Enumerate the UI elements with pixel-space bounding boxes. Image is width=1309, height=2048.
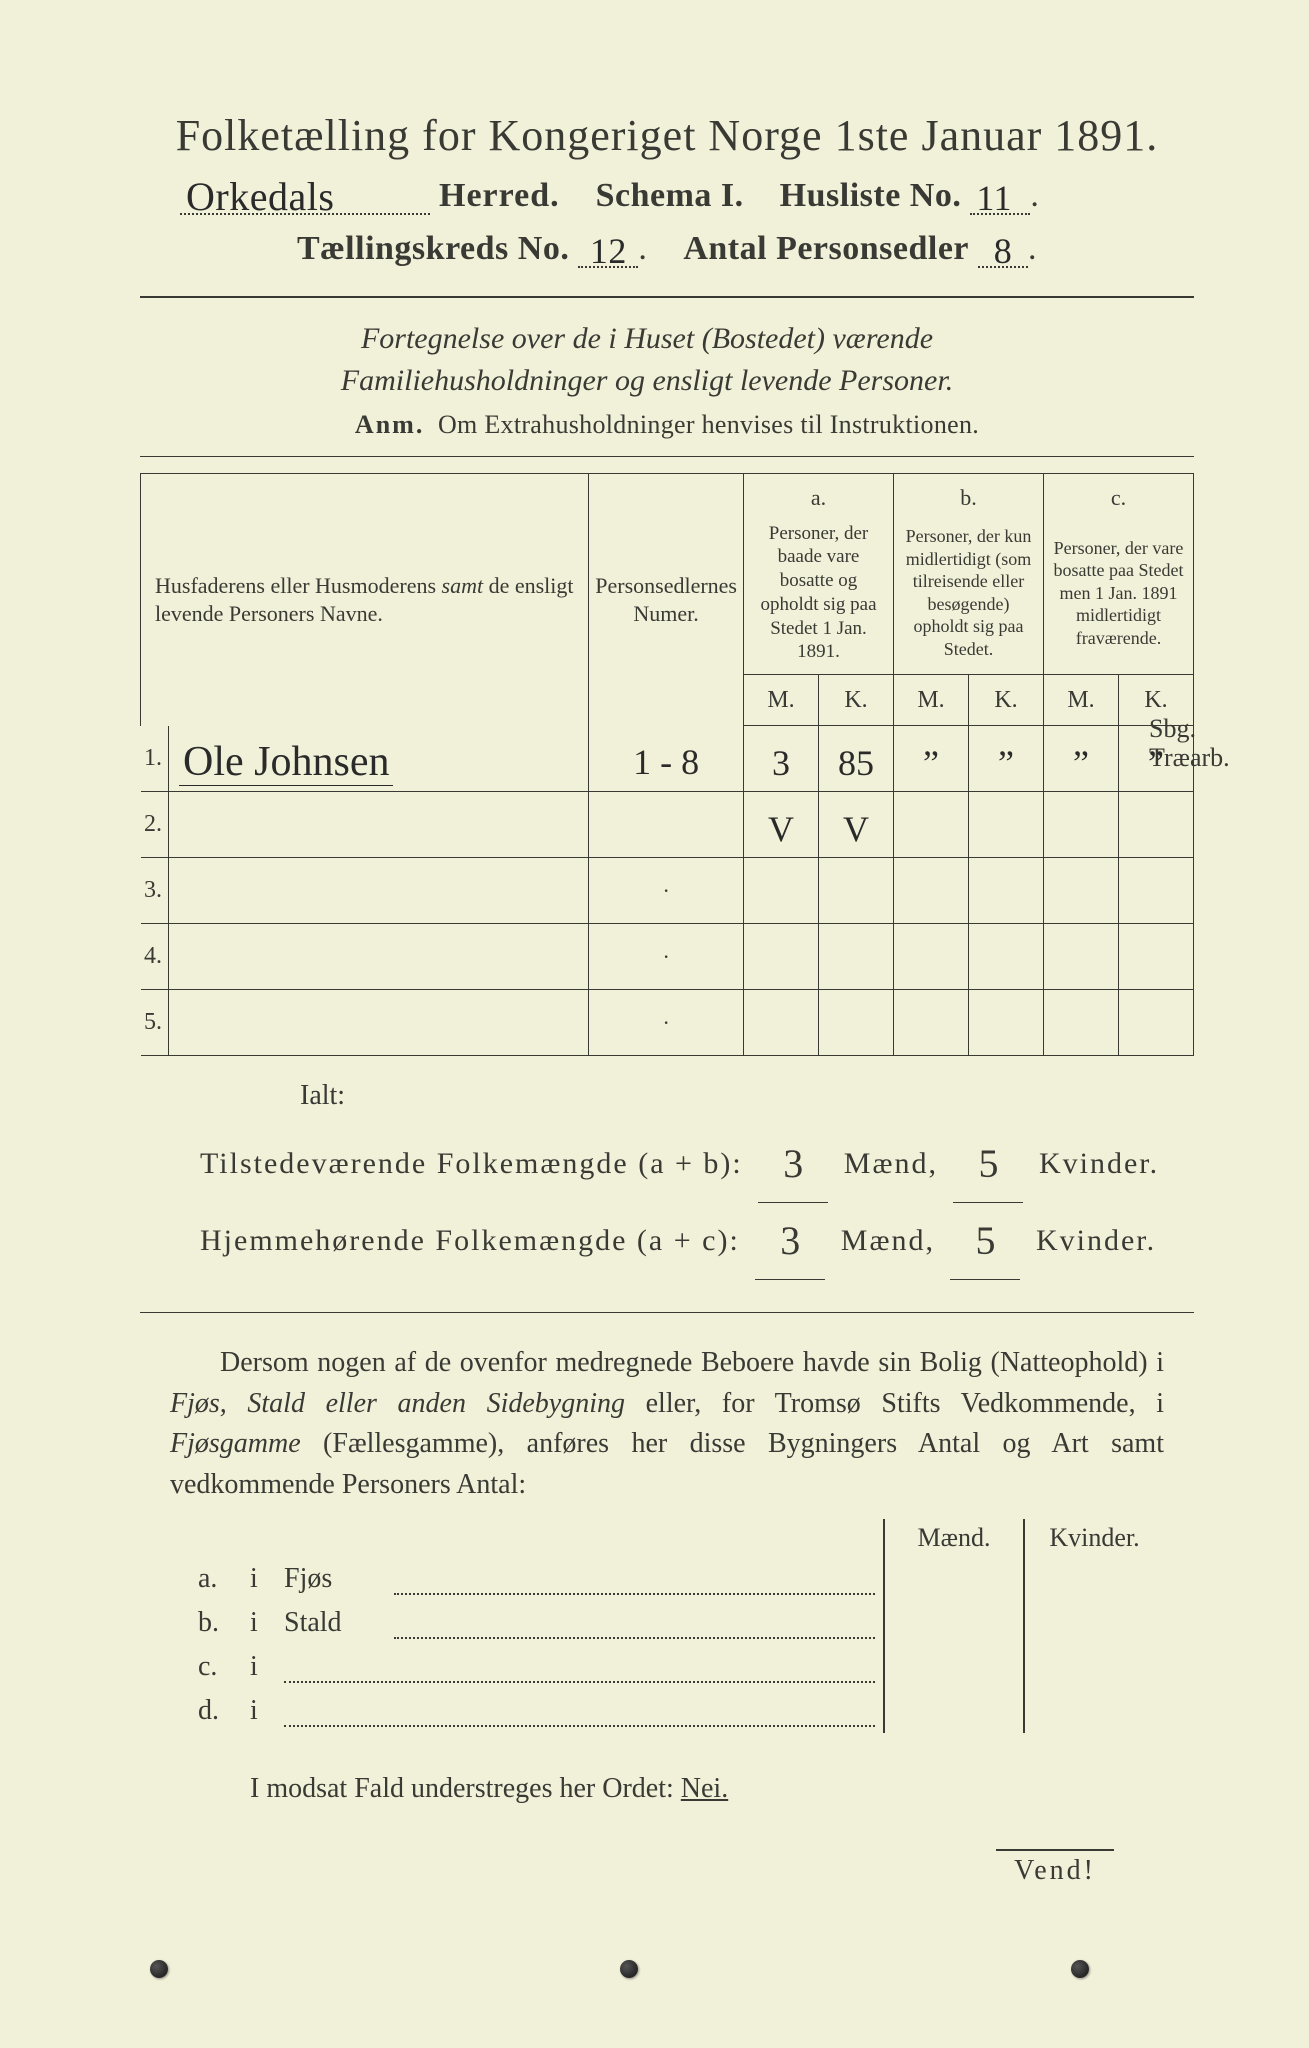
schema-label: Schema I. bbox=[596, 177, 744, 214]
table-row: 2. V V bbox=[141, 792, 1194, 858]
nei-word: Nei. bbox=[681, 1773, 728, 1804]
vend-label: Vend! bbox=[140, 1855, 1114, 1887]
hole-punch-icon bbox=[1071, 1960, 1089, 1978]
header-line-3: Tællingskreds No. 12. Antal Personsedler… bbox=[140, 229, 1194, 268]
herred-handwritten: Orkedals bbox=[186, 174, 334, 219]
page-title: Folketælling for Kongeriget Norge 1ste J… bbox=[140, 110, 1194, 161]
herred-label: Herred. bbox=[439, 177, 560, 214]
col-a-K: K. bbox=[819, 675, 894, 726]
form-subtitle: Fortegnelse over de i Huset (Bostedet) v… bbox=[260, 318, 1034, 402]
col-c-text: Personer, der vare bosatte paa Stedet me… bbox=[1044, 512, 1194, 675]
divider bbox=[140, 296, 1194, 298]
col-b-K: K. bbox=[969, 675, 1044, 726]
husliste-label: Husliste No. bbox=[780, 177, 962, 214]
divider bbox=[140, 1312, 1194, 1313]
census-form-page: Folketælling for Kongeriget Norge 1ste J… bbox=[0, 0, 1309, 2048]
col-c-M: M. bbox=[1044, 675, 1119, 726]
table-row: 3. · bbox=[141, 858, 1194, 924]
anm-text: Om Extrahusholdninger henvises til Instr… bbox=[438, 410, 979, 439]
totals-block: Tilstedeværende Folkemængde (a + b): 3 M… bbox=[200, 1122, 1194, 1276]
margin-handwritten-note: Sbg. Træarb. bbox=[1149, 715, 1259, 772]
hole-punch-icon bbox=[150, 1960, 168, 1978]
ialt-label: Ialt: bbox=[300, 1080, 1194, 1112]
kreds-label: Tællingskreds No. bbox=[297, 230, 569, 267]
kreds-no-handwritten: 12 bbox=[590, 231, 627, 271]
table-row: 5. · bbox=[141, 990, 1194, 1056]
col-a-M: M. bbox=[744, 675, 819, 726]
header-line-2: Orkedals Herred. Schema I. Husliste No. … bbox=[140, 173, 1194, 215]
total-2-K: 5 bbox=[950, 1203, 1020, 1280]
total-1-K: 5 bbox=[953, 1126, 1023, 1203]
total-line-1-label: Tilstedeværende Folkemængde (a + b): bbox=[200, 1147, 743, 1180]
total-line-2-label: Hjemmehørende Folkemængde (a + c): bbox=[200, 1224, 740, 1257]
nei-line: I modsat Fald understreges her Ordet: Ne… bbox=[250, 1773, 1194, 1805]
col-b-label: b. bbox=[894, 474, 1044, 512]
side-col-M: Mænd. bbox=[884, 1519, 1024, 1557]
side-row: d. i bbox=[190, 1689, 1164, 1733]
total-2-M: 3 bbox=[755, 1203, 825, 1280]
anm-label: Anm. bbox=[355, 410, 424, 439]
name-handwritten: Ole Johnsen bbox=[179, 739, 393, 786]
sidebuilding-table: Mænd. Kvinder. a. i Fjøs b. i Stald c. i… bbox=[190, 1519, 1164, 1733]
col-b-M: M. bbox=[894, 675, 969, 726]
sidebuilding-paragraph: Dersom nogen af de ovenfor medregnede Be… bbox=[170, 1343, 1164, 1505]
col-header-numer: Personsedlernes Numer. bbox=[589, 474, 744, 726]
total-1-M: 3 bbox=[758, 1126, 828, 1203]
side-row: b. i Stald bbox=[190, 1601, 1164, 1645]
col-b-text: Personer, der kun midlertidigt (som tilr… bbox=[894, 512, 1044, 675]
hole-punch-icon bbox=[620, 1960, 638, 1978]
side-row: a. i Fjøs bbox=[190, 1557, 1164, 1601]
annotation-line: Anm. Om Extrahusholdninger henvises til … bbox=[140, 410, 1194, 440]
side-row: c. i bbox=[190, 1645, 1164, 1689]
col-header-name: Husfaderens eller Husmoderens samt de en… bbox=[141, 474, 589, 726]
side-col-K: Kvinder. bbox=[1024, 1519, 1164, 1557]
sedler-label: Antal Personsedler bbox=[683, 230, 969, 267]
col-c-label: c. bbox=[1044, 474, 1194, 512]
census-table: Husfaderens eller Husmoderens samt de en… bbox=[140, 473, 1194, 1056]
col-a-text: Personer, der baade vare bosatte og opho… bbox=[744, 512, 894, 675]
sedler-no-handwritten: 8 bbox=[994, 231, 1013, 271]
table-row: 4. · bbox=[141, 924, 1194, 990]
table-row: 1. Ole Johnsen 1 - 8 3 85 ” ” ” ” bbox=[141, 726, 1194, 792]
col-a-label: a. bbox=[744, 474, 894, 512]
divider bbox=[140, 456, 1194, 457]
husliste-no-handwritten: 11 bbox=[976, 178, 1012, 218]
